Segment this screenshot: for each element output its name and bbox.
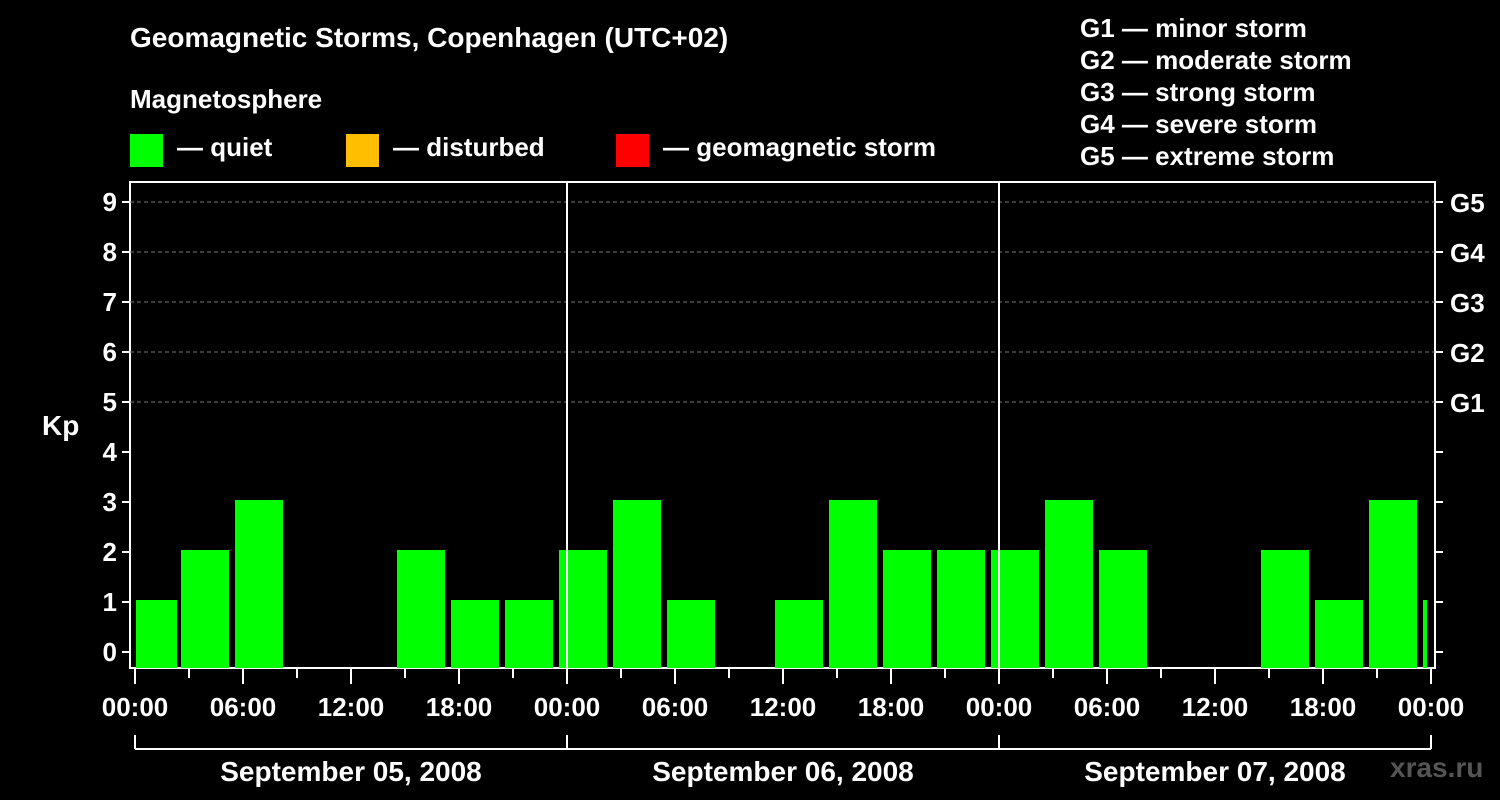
kp-bar-14 [883,550,931,668]
kp-bar-2 [235,500,283,668]
x-tick-label-1: 06:00 [210,692,277,722]
x-tick-label-11: 18:00 [1290,692,1357,722]
day-label-1: September 05, 2008 [220,756,482,787]
x-tick-label-9: 06:00 [1074,692,1141,722]
storm-scale-g3: G3 — strong storm [1080,77,1316,107]
y-tick-label-9: 9 [103,187,117,217]
x-tick-label-3: 18:00 [426,692,493,722]
g-level-label-g5: G5 [1450,188,1485,218]
storm-scale-g5: G5 — extreme storm [1080,141,1335,171]
y-tick-label-5: 5 [103,387,117,417]
day-label-2: September 06, 2008 [652,756,914,787]
watermark: xras.ru [1390,752,1484,783]
x-tick-label-5: 06:00 [642,692,709,722]
legend-title: Magnetosphere [130,84,323,114]
legend-label-quiet: — quiet [177,132,273,162]
plot-frame [129,181,1436,669]
y-tick-label-0: 0 [103,637,117,667]
g-level-label-g4: G4 [1450,238,1485,268]
x-tick-label-12: 00:00 [1398,692,1465,722]
kp-bar-9 [613,500,661,668]
kp-bar-12 [775,600,823,668]
y-tick-label-7: 7 [103,287,117,317]
storm-scale-g1: G1 — minor storm [1080,13,1307,43]
g-level-label-g2: G2 [1450,338,1485,368]
y-tick-label-4: 4 [103,437,118,467]
chart-title: Geomagnetic Storms, Copenhagen (UTC+02) [130,22,729,53]
kp-bar-21 [1261,550,1309,668]
kp-bar-7 [505,600,553,668]
kp-bar-13 [829,500,877,668]
storm-scale-g4: G4 — severe storm [1080,109,1318,139]
kp-bar-15 [937,550,985,668]
kp-bar-23 [1369,500,1417,668]
day-label-3: September 07, 2008 [1084,756,1346,787]
kp-bar-22 [1315,600,1363,668]
kp-bar-0 [136,600,177,668]
legend-label-disturbed: — disturbed [393,132,545,162]
y-tick-label-6: 6 [103,337,117,367]
kp-bar-10 [667,600,715,668]
storm-scale-legend: G1 — minor storm G2 — moderate storm G3 … [1080,12,1352,172]
kp-bar-5 [397,550,445,668]
g-level-label-g1: G1 [1450,388,1485,418]
legend-swatch-quiet [130,134,163,167]
y-tick-label-3: 3 [103,487,117,517]
y-axis-label: Kp [42,410,80,441]
x-tick-label-2: 12:00 [318,692,385,722]
y-tick-label-2: 2 [103,537,117,567]
x-tick-label-7: 18:00 [858,692,925,722]
x-tick-label-0: 00:00 [102,692,169,722]
kp-bar-18 [1099,550,1147,668]
y-tick-label-1: 1 [103,587,117,617]
legend-swatch-storm [616,134,649,167]
kp-bar-6 [451,600,499,668]
kp-bar-17 [1045,500,1093,668]
y-tick-label-8: 8 [103,237,117,267]
legend-swatch-disturbed [346,134,379,167]
storm-scale-g2: G2 — moderate storm [1080,45,1352,75]
x-tick-label-4: 00:00 [534,692,601,722]
legend-label-storm: — geomagnetic storm [663,132,937,162]
g-level-label-g3: G3 [1450,288,1485,318]
x-tick-label-8: 00:00 [966,692,1033,722]
kp-bar-24 [1423,600,1427,668]
x-tick-label-10: 12:00 [1182,692,1249,722]
kp-bar-1 [181,550,229,668]
x-tick-label-6: 12:00 [750,692,817,722]
